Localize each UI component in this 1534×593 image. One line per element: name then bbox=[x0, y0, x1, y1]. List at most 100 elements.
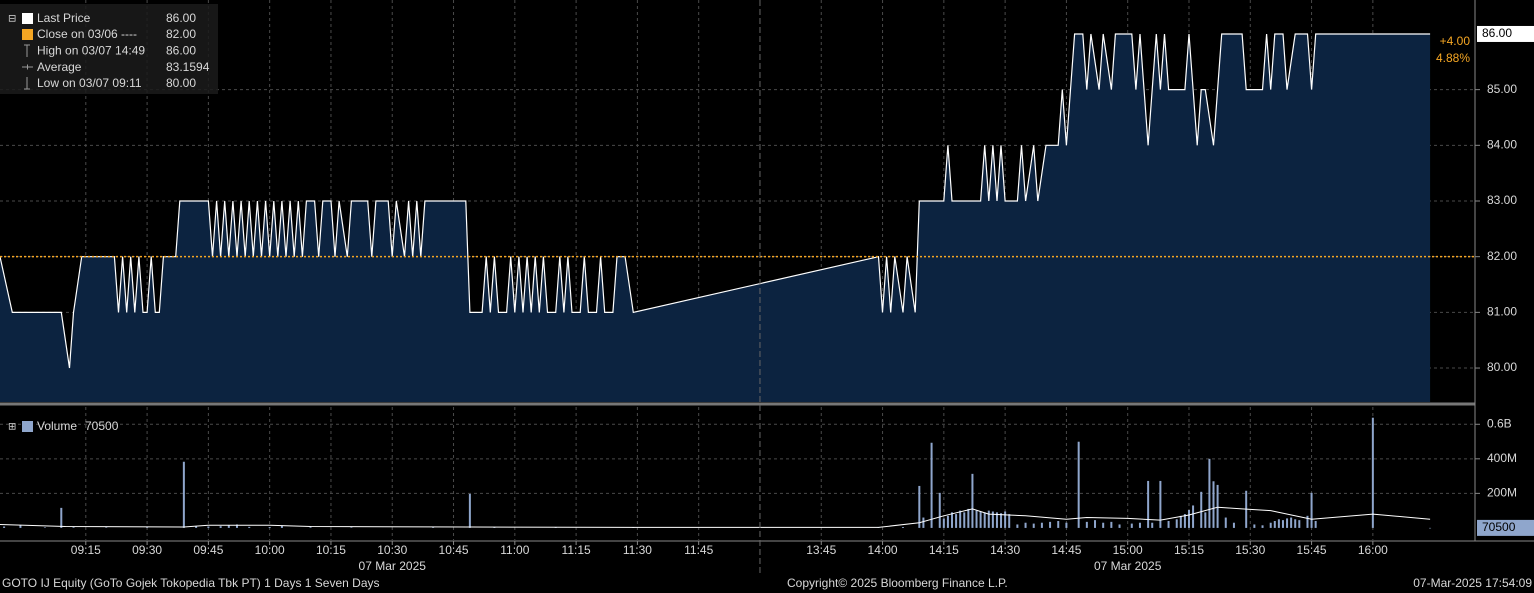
volume-bar bbox=[3, 526, 6, 528]
volume-bar bbox=[72, 527, 75, 528]
volume-bar bbox=[1032, 523, 1035, 528]
legend-label: Last Price bbox=[37, 11, 91, 25]
x-tick-label: 16:00 bbox=[1358, 543, 1388, 557]
volume-bar bbox=[1232, 522, 1235, 528]
volume-bar bbox=[967, 508, 970, 528]
y-tick-label: 85.00 bbox=[1487, 82, 1517, 96]
footer-left: GOTO IJ Equity (GoTo Gojek Tokopedia Tbk… bbox=[2, 576, 380, 590]
volume-bar bbox=[995, 512, 998, 528]
volume-bar bbox=[1371, 417, 1374, 528]
x-tick-label: 14:45 bbox=[1051, 543, 1081, 557]
y-tick-label: 80.00 bbox=[1487, 360, 1517, 374]
x-tick-label: 11:30 bbox=[623, 543, 652, 557]
volume-bar bbox=[1179, 515, 1182, 528]
volume-bar bbox=[248, 526, 251, 528]
legend-label: Volume bbox=[37, 419, 77, 433]
volume-bar bbox=[1310, 492, 1313, 528]
volume-bar bbox=[1085, 521, 1088, 528]
y-tick-label: 81.00 bbox=[1487, 305, 1517, 319]
x-tick-label: 15:30 bbox=[1235, 543, 1265, 557]
volume-bar bbox=[1057, 521, 1060, 528]
y-tick-label: 0.6B bbox=[1487, 416, 1512, 430]
volume-bar bbox=[1192, 505, 1195, 528]
volume-bar bbox=[1187, 509, 1190, 528]
legend-label: Low on 03/07 09:11 bbox=[37, 76, 142, 90]
volume-bar bbox=[432, 527, 435, 528]
average-line bbox=[0, 506, 1431, 528]
legend-value: 86.00 bbox=[166, 43, 196, 57]
volume-bar bbox=[983, 512, 986, 528]
footer-right: 07-Mar-2025 17:54:09 bbox=[1413, 576, 1532, 590]
volume-tag-label: 70500 bbox=[1482, 520, 1516, 534]
volume-bar bbox=[930, 442, 933, 528]
volume-bar bbox=[1183, 514, 1186, 528]
volume-bar bbox=[1286, 518, 1289, 528]
volume-bar bbox=[350, 527, 353, 528]
volume-bar bbox=[105, 527, 108, 528]
legend-box bbox=[0, 4, 218, 94]
last-price-tag bbox=[1477, 25, 1534, 42]
volume-bar bbox=[1110, 521, 1113, 528]
x-date-label: 07 Mar 2025 bbox=[1094, 559, 1162, 573]
x-tick-label: 10:30 bbox=[377, 543, 407, 557]
x-tick-label: 13:45 bbox=[806, 543, 836, 557]
volume-bar bbox=[946, 515, 949, 528]
volume-bar bbox=[1151, 522, 1154, 528]
legend-toggle[interactable]: ⊞ bbox=[8, 422, 16, 433]
volume-bar bbox=[493, 527, 496, 528]
volume-bar bbox=[1008, 514, 1011, 528]
volume-bar bbox=[1216, 484, 1219, 528]
volume-bar bbox=[468, 493, 471, 528]
x-tick-label: 10:15 bbox=[316, 543, 346, 557]
volume-bar bbox=[1024, 522, 1027, 528]
volume-bar bbox=[979, 511, 982, 528]
volume-bar bbox=[309, 527, 312, 528]
volume-bar bbox=[951, 512, 954, 528]
volume-bar bbox=[1277, 519, 1280, 528]
legend-icon bbox=[24, 77, 30, 90]
legend-toggle[interactable]: ⊟ bbox=[8, 14, 16, 25]
footer-center: Copyright© 2025 Bloomberg Finance L.P. bbox=[787, 576, 1008, 590]
volume-bar bbox=[207, 526, 210, 528]
volume-bar bbox=[1147, 480, 1150, 528]
legend-swatch bbox=[22, 29, 33, 40]
volume-bar bbox=[1298, 520, 1301, 528]
legend-swatch bbox=[22, 421, 33, 432]
volume-bar bbox=[1269, 522, 1272, 528]
legend-label: Average bbox=[37, 60, 82, 74]
x-tick-label: 15:00 bbox=[1113, 543, 1143, 557]
volume-bar bbox=[1208, 458, 1211, 528]
volume-bar bbox=[227, 525, 230, 528]
volume-bar bbox=[1138, 522, 1141, 528]
x-tick-label: 15:45 bbox=[1297, 543, 1327, 557]
x-tick-label: 11:00 bbox=[500, 543, 529, 557]
volume-bar bbox=[219, 526, 222, 528]
x-tick-label: 11:45 bbox=[684, 543, 713, 557]
volume-bar bbox=[1065, 522, 1068, 528]
price-panel bbox=[0, 0, 1475, 402]
volume-bar bbox=[975, 510, 978, 528]
volume-bar bbox=[60, 507, 63, 528]
x-tick-label: 15:15 bbox=[1174, 543, 1204, 557]
legend-swatch bbox=[22, 13, 33, 24]
change-label: 4.88% bbox=[1436, 51, 1470, 65]
x-tick-label: 09:30 bbox=[132, 543, 162, 557]
volume-bar bbox=[1290, 517, 1293, 528]
volume-bar bbox=[1102, 522, 1105, 528]
legend-value: 86.00 bbox=[166, 11, 196, 25]
volume-bar bbox=[1040, 522, 1043, 528]
volume-bar bbox=[195, 526, 198, 528]
volume-bar bbox=[1130, 523, 1133, 528]
volume-bar bbox=[1212, 481, 1215, 528]
volume-bar bbox=[1273, 521, 1276, 528]
legend-value: 82.00 bbox=[166, 27, 196, 41]
y-tick-label: 400M bbox=[1487, 451, 1517, 465]
legend-icon bbox=[22, 64, 33, 70]
legend-value: 83.1594 bbox=[166, 60, 210, 74]
volume-bar bbox=[1004, 511, 1007, 528]
volume-bar bbox=[1224, 517, 1227, 528]
x-tick-label: 10:45 bbox=[439, 543, 469, 557]
volume-bar bbox=[1261, 525, 1264, 528]
legend-value: 70500 bbox=[85, 419, 119, 433]
